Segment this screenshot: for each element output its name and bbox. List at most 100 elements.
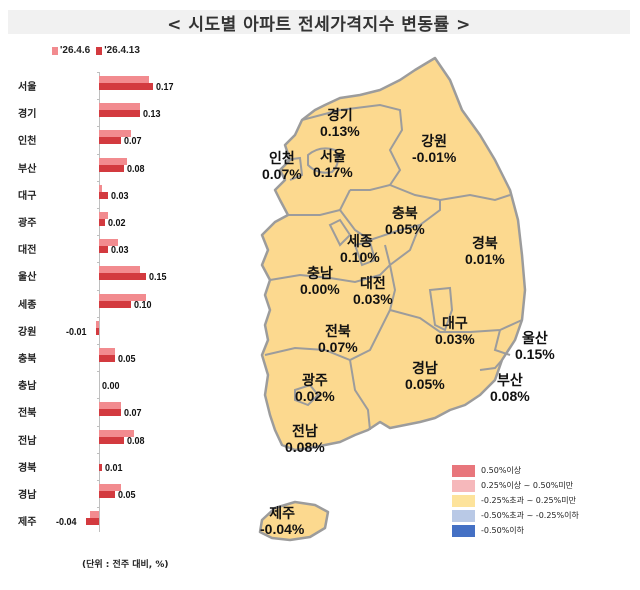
region-label: 대구 [18, 190, 37, 202]
value-label: 0.01 [105, 462, 123, 474]
map-region-name: 광주 [301, 372, 328, 388]
legend-prev-swatch [52, 46, 58, 55]
prev-bar [99, 402, 122, 410]
prev-bar [99, 157, 128, 165]
curr-bar [99, 219, 106, 226]
map-region-value: 0.05% [405, 376, 445, 393]
bar-row: 전북 0.07 [0, 398, 220, 425]
map-region-name: 세종 [346, 233, 373, 249]
map-legend: 0.50%이상 0.25%이상 ~ 0.50%미만 -0.25%초과 ~ 0.25%… [452, 463, 579, 538]
axis-tick [97, 507, 100, 509]
bar-row: 세종 0.10 [0, 289, 220, 317]
curr-bar [99, 355, 115, 362]
map-region-name: 경기 [326, 107, 353, 123]
legend-prev-label: '26.4.6 [60, 45, 91, 56]
map-region-value: -0.01% [412, 149, 457, 166]
region-label: 세종 [18, 299, 37, 311]
axis-tick [97, 425, 100, 427]
region-label: 경기 [18, 109, 37, 121]
value-label: -0.04 [56, 517, 77, 529]
bar-legend: '26.4.6 '26.4.13 [52, 45, 140, 56]
legend-curr: '26.4.13 [96, 45, 140, 56]
axis-tick [97, 316, 100, 318]
prev-bar [99, 103, 140, 111]
curr-bar [99, 436, 125, 444]
map-legend-item: -0.50%이하 [452, 523, 579, 538]
value-label: 0.07 [124, 408, 142, 420]
map-region-label: 대구 0.03% [435, 315, 475, 347]
curr-bar [99, 491, 115, 498]
axis-tick [97, 480, 100, 481]
map-region-name: 경남 [411, 360, 438, 376]
value-label: 0.08 [127, 435, 145, 447]
map-region-name: 제주 [269, 505, 296, 521]
map-legend-label: 0.25%이상 ~ 0.50%미만 [481, 481, 574, 490]
bar-row: 강원 -0.01 [0, 316, 220, 344]
curr-bar [86, 518, 99, 526]
map-region-label: 대전 0.03% [353, 275, 393, 307]
bar-row: 부산 0.08 [0, 153, 220, 181]
map-region-label: 강원 -0.01% [412, 133, 456, 165]
region-label: 충남 [18, 381, 37, 393]
map-region-name: 전북 [324, 323, 351, 339]
axis-tick [97, 289, 100, 291]
bar-row: 충남 0.00 [0, 371, 220, 398]
map-legend-item: -0.25%초과 ~ 0.25%미만 [452, 493, 579, 508]
map-region-value: 0.07% [318, 339, 358, 356]
map-region-value: 0.10% [340, 249, 380, 266]
axis-tick [97, 180, 100, 182]
map-region-name: 부산 [496, 372, 523, 388]
legend-prev: '26.4.6 [52, 45, 90, 56]
map-region-value: 0.05% [385, 221, 425, 238]
prev-bar [99, 484, 122, 491]
value-label: 0.02 [108, 218, 126, 229]
page-title: < 시도별 아파트 전세가격지수 변동률 > [167, 14, 471, 35]
map-legend-swatch [452, 509, 475, 522]
map-region-name: 인천 [268, 150, 295, 166]
curr-bar [99, 463, 103, 471]
map-region-label: 전북 0.07% [318, 323, 358, 355]
map-region-value: 0.13% [320, 123, 360, 140]
prev-bar [99, 239, 118, 247]
curr-bar [99, 409, 122, 417]
value-label: 0.03 [111, 245, 129, 257]
region-label: 광주 [18, 218, 37, 229]
map-legend-label: -0.50%초과 ~ -0.25%이하 [481, 511, 579, 520]
prev-bar [99, 130, 131, 138]
axis-tick [97, 208, 100, 209]
curr-bar [99, 110, 140, 118]
map-region-name: 강원 [421, 133, 448, 149]
map-region-label: 울산 0.15% [515, 330, 555, 362]
region-label: 제주 [18, 517, 37, 529]
bar-row: 경남 0.05 [0, 480, 220, 507]
map-region-label: 충남 0.00% [300, 265, 340, 297]
map-region-value: 0.00% [300, 281, 340, 298]
axis-tick [97, 153, 100, 155]
value-label: 0.15 [149, 272, 167, 284]
curr-bar [99, 246, 109, 254]
legend-curr-swatch [96, 46, 103, 55]
map-region-value: -0.04% [260, 521, 305, 538]
region-label: 울산 [18, 272, 37, 284]
bar-row: 경북 0.01 [0, 452, 220, 480]
bar-row: 울산 0.15 [0, 262, 220, 289]
map-region-value: 0.01% [465, 251, 505, 268]
map-region-label: 인천 0.07% [262, 150, 302, 182]
region-label: 대전 [18, 245, 37, 257]
bar-row: 대구 0.03 [0, 180, 220, 208]
prev-bar [95, 320, 99, 328]
bar-row: 서울 0.17 [0, 72, 220, 99]
map-region-label: 제주 -0.04% [260, 505, 304, 537]
map-region-value: 0.17% [313, 164, 353, 181]
curr-bar [99, 83, 153, 90]
region-label: 충북 [18, 354, 37, 365]
axis-tick [97, 371, 100, 373]
map-legend-item: -0.50%초과 ~ -0.25%이하 [452, 508, 579, 523]
map-legend-label: -0.25%초과 ~ 0.25%미만 [481, 496, 576, 505]
map-region-name: 충북 [391, 205, 418, 221]
value-label: 0.03 [111, 190, 129, 202]
map-region-label: 전남 0.08% [285, 423, 325, 455]
curr-bar [99, 191, 109, 199]
map-region-name: 대전 [359, 275, 386, 291]
value-label: -0.01 [65, 326, 87, 338]
